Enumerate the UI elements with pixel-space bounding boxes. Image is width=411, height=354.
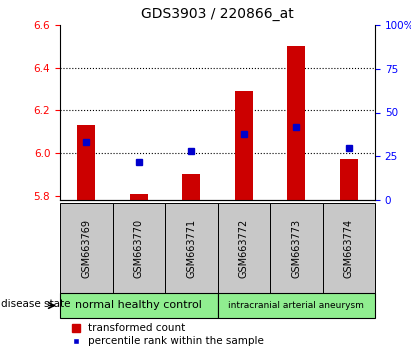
Text: GSM663773: GSM663773 [291,218,301,278]
Bar [339,159,358,200]
Bar [182,175,201,200]
Text: GSM663774: GSM663774 [344,218,354,278]
Text: normal healthy control: normal healthy control [75,301,202,310]
Text: GSM663772: GSM663772 [239,218,249,278]
Bar [235,91,253,200]
Bar [113,203,165,293]
Bar [287,46,305,200]
Legend: transformed count, percentile rank within the sample: transformed count, percentile rank withi… [72,323,264,346]
Bar [77,125,95,200]
Title: GDS3903 / 220866_at: GDS3903 / 220866_at [141,7,294,21]
Text: intracranial arterial aneurysm: intracranial arterial aneurysm [229,301,364,310]
Text: GSM663771: GSM663771 [186,218,196,278]
Text: GSM663769: GSM663769 [81,218,91,278]
Bar [60,293,217,318]
Bar [217,203,270,293]
Bar [217,293,375,318]
Bar [323,203,375,293]
Bar [60,203,113,293]
Text: GSM663770: GSM663770 [134,218,144,278]
Bar [129,194,148,200]
Bar [270,203,323,293]
Text: disease state: disease state [1,299,71,309]
Bar [165,203,217,293]
